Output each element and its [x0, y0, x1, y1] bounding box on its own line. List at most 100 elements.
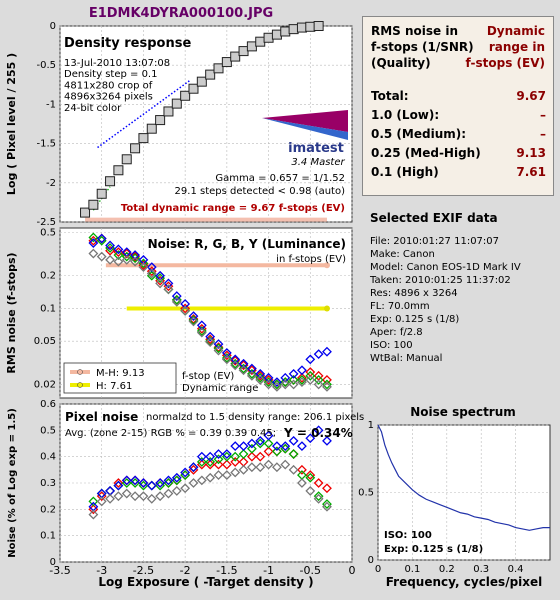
data-point [297, 464, 307, 475]
data-point [322, 435, 332, 446]
x-tick-label: 0.2 [439, 564, 455, 575]
noise-spectrum-chart: Noise spectrum 0 0.1 0.2 0.3 0.4 1 0.5 0 ISO: 100… [358, 405, 551, 589]
data-point [155, 278, 166, 289]
data-point [196, 326, 207, 336]
exif-line: ISO: 100 [370, 340, 413, 351]
data-point [238, 464, 249, 475]
x-axis-label: Frequency, cycles/pixel [386, 575, 543, 589]
data-point [205, 451, 216, 462]
data-point [263, 430, 274, 441]
data-point [263, 459, 274, 470]
density-point [305, 21, 316, 32]
data-point [322, 379, 332, 390]
data-point [163, 284, 174, 295]
data-point [238, 358, 249, 369]
density-point [255, 36, 266, 47]
data-point [113, 250, 124, 260]
data-point [121, 248, 132, 259]
data-point [288, 464, 299, 475]
data-point [88, 232, 99, 243]
data-point [246, 370, 257, 381]
iso-text: ISO: 100 [384, 530, 432, 541]
density-point [105, 176, 116, 187]
data-point [171, 294, 182, 305]
data-point [196, 475, 207, 486]
exif-line: Make: Canon [370, 249, 435, 260]
x-tick-label: -2.5 [133, 564, 154, 577]
pixel-noise-chart: 0.6 0.5 0.4 0.3 0.2 0.1 0 Noise (% of Log exp =… [7, 399, 364, 589]
info-line: 13-Jul-2010 13:07:08 [64, 58, 170, 69]
exif-line: File: 2010:01:27 11:07:07 [370, 236, 500, 247]
logo-shape [262, 110, 348, 132]
data-point [130, 256, 141, 267]
y-tick-label: 1 [368, 420, 374, 431]
legend-label: H: 7.61 [96, 381, 132, 392]
data-point [238, 441, 249, 452]
data-point [230, 467, 241, 478]
data-point [280, 377, 291, 388]
data-point [230, 354, 241, 365]
y-tick-label: -1.5 [36, 139, 56, 150]
data-point [121, 475, 132, 486]
data-point [188, 316, 199, 327]
density-point [188, 83, 199, 94]
data-point [255, 375, 266, 385]
rms-header-line: RMS noise in [371, 24, 459, 38]
data-point [238, 360, 249, 371]
x-tick-label: 0.4 [508, 564, 524, 575]
data-point [313, 349, 324, 360]
info-line: 24-bit color [64, 103, 122, 114]
data-point [121, 251, 132, 262]
density-point [88, 199, 99, 210]
data-point [305, 472, 316, 483]
data-point [263, 438, 274, 449]
density-point [171, 98, 182, 109]
data-point [188, 311, 199, 322]
data-point [88, 509, 99, 520]
data-point [313, 375, 324, 385]
y-tick-label: -0.5 [36, 60, 56, 71]
exif-line: Exp: 0.125 s (1/8) [370, 314, 460, 325]
data-point [163, 278, 174, 289]
y-tick-label: 0.2 [40, 271, 56, 282]
data-point [196, 327, 207, 338]
exif-title: Selected EXIF data [370, 211, 498, 225]
density-point [213, 63, 224, 74]
data-point [230, 457, 241, 467]
data-point [171, 472, 182, 483]
data-point [221, 470, 232, 481]
dynamic-range-summary: RMS noise in f-stops (1/SNR) (Quality) D… [362, 16, 554, 196]
data-point [246, 368, 257, 379]
density-point [246, 41, 257, 52]
data-point [213, 343, 224, 354]
data-point [255, 462, 266, 473]
data-point [271, 381, 282, 392]
dr-header-line: range in [488, 40, 545, 54]
data-point [96, 251, 107, 262]
data-point [171, 296, 182, 307]
legend-note: Dynamic range [182, 383, 258, 394]
data-point [246, 438, 257, 449]
density-point [271, 29, 282, 40]
data-point [113, 256, 124, 267]
data-point [255, 368, 266, 379]
density-point [205, 69, 216, 80]
density-point [96, 188, 107, 199]
data-point [305, 470, 316, 481]
data-point [105, 254, 115, 265]
data-point [297, 377, 307, 388]
x-tick-label: 0.1 [404, 564, 420, 575]
data-point [113, 491, 124, 502]
x-tick-label: -3.5 [49, 564, 70, 577]
file-title: E1DMK4DYRA000100.JPG [88, 6, 274, 21]
x-tick-label: -3 [96, 564, 107, 577]
data-point [121, 254, 132, 265]
data-point [313, 493, 324, 504]
data-point [221, 449, 232, 459]
data-point [155, 478, 166, 488]
data-point [255, 451, 266, 462]
x-tick-label: 0 [349, 564, 356, 577]
data-point [213, 339, 224, 350]
data-point [146, 266, 157, 277]
